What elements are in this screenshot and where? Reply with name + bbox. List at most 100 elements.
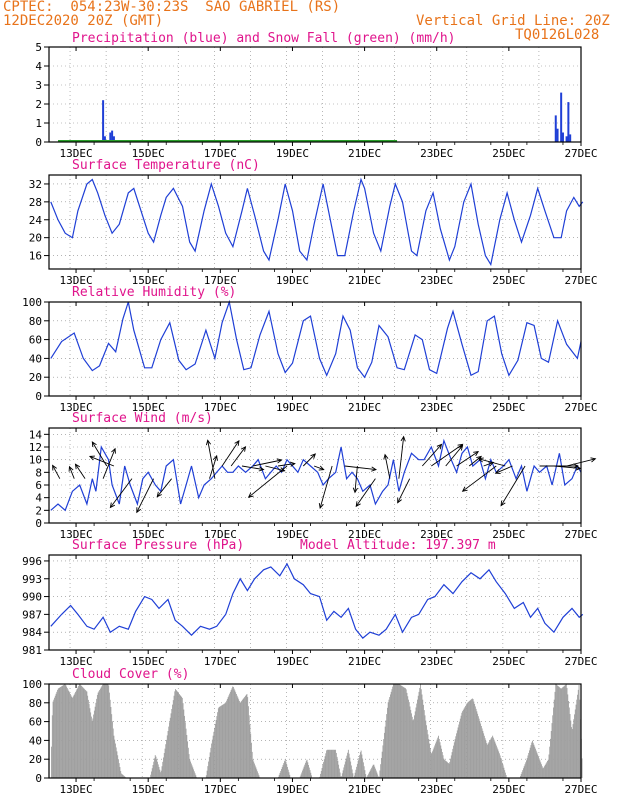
y-tick-label: 4 xyxy=(35,60,42,73)
wind-vector xyxy=(431,444,463,467)
y-tick-label: 990 xyxy=(22,591,42,604)
wind-vector xyxy=(495,465,513,474)
wind-arrowhead xyxy=(318,502,324,509)
wind-vector xyxy=(478,458,506,467)
wind-arrowhead xyxy=(156,491,162,498)
wind-vector xyxy=(483,461,494,467)
panel-frame xyxy=(48,554,582,651)
y-tick-label: 0 xyxy=(35,136,42,149)
panel-title: Surface Temperature (nC) xyxy=(72,158,260,173)
y-tick-label: 0 xyxy=(35,772,42,785)
x-tick-label: 15DEC xyxy=(132,783,165,796)
y-tick-label: 987 xyxy=(22,608,42,621)
x-tick-label: 21DEC xyxy=(348,401,381,414)
wind-vector xyxy=(69,466,75,479)
wind-arrowhead xyxy=(91,441,97,448)
wind-arrowhead xyxy=(240,445,247,452)
wind-vector xyxy=(354,465,358,493)
wind-vector xyxy=(313,465,324,471)
wind-vector xyxy=(136,478,154,513)
wind-arrowhead xyxy=(205,439,212,446)
y-tick-label: 60 xyxy=(29,716,42,729)
y-tick-label: 28 xyxy=(29,196,42,209)
x-tick-label: 23DEC xyxy=(420,274,453,287)
x-tick-label: 17DEC xyxy=(204,274,237,287)
wind-arrowhead xyxy=(109,502,116,509)
y-tick-label: 40 xyxy=(29,734,42,747)
series-line xyxy=(50,299,582,379)
x-tick-label: 25DEC xyxy=(492,783,525,796)
wind-vector xyxy=(221,440,240,467)
panel-4: 981 984 987 990 993 996 13DEC 15DEC 17DEC 19DEC 21… xyxy=(22,538,597,668)
wind-vector xyxy=(355,478,376,507)
x-tick-label: 19DEC xyxy=(276,274,309,287)
x-tick-label: 19DEC xyxy=(276,528,309,541)
x-tick-label: 27DEC xyxy=(564,528,597,541)
panel-frame xyxy=(48,683,582,779)
y-tick-label: 10 xyxy=(29,454,42,467)
wind-vector xyxy=(319,465,333,509)
x-tick-label: 27DEC xyxy=(564,401,597,414)
y-tick-label: 40 xyxy=(29,352,42,365)
x-tick-label: 19DEC xyxy=(276,655,309,668)
x-tick-label: 23DEC xyxy=(420,783,453,796)
panel-5: 0 20 40 60 80 100 13DEC 15DEC 17DEC 19DEC 21DEC 23D… xyxy=(22,667,597,796)
panel-frame xyxy=(48,46,582,143)
wind-arrowhead xyxy=(212,454,218,461)
wind-arrowhead xyxy=(234,439,240,446)
wind-vector xyxy=(248,465,288,498)
wind-arrowhead xyxy=(68,465,74,472)
wind-vector xyxy=(241,465,264,471)
wind-vector xyxy=(89,455,115,467)
series-line xyxy=(50,177,584,267)
x-tick-label: 23DEC xyxy=(420,655,453,668)
wind-arrowhead xyxy=(575,465,582,471)
wind-vector xyxy=(445,445,463,467)
y-tick-label: 996 xyxy=(22,555,42,568)
x-tick-label: 27DEC xyxy=(564,274,597,287)
wind-arrowhead xyxy=(74,463,81,470)
x-tick-label: 13DEC xyxy=(59,401,92,414)
wind-vector xyxy=(421,444,442,467)
series-line xyxy=(50,562,584,639)
y-tick-label: 8 xyxy=(35,466,42,479)
wind-arrowhead xyxy=(397,497,402,504)
wind-arrowhead xyxy=(318,465,325,471)
x-tick-label: 19DEC xyxy=(276,401,309,414)
wind-arrowhead xyxy=(247,492,254,498)
y-tick-label: 0 xyxy=(35,390,42,403)
x-tick-label: 25DEC xyxy=(492,401,525,414)
wind-arrowhead xyxy=(289,461,296,467)
y-tick-label: 100 xyxy=(22,678,42,691)
wind-vector xyxy=(302,453,316,467)
y-tick-label: 80 xyxy=(29,315,42,328)
panel-frame xyxy=(48,301,582,397)
x-tick-label: 21DEC xyxy=(348,147,381,160)
wind-arrowhead xyxy=(400,435,406,442)
x-tick-label: 15DEC xyxy=(132,147,165,160)
wind-vector xyxy=(252,459,282,467)
x-tick-label: 13DEC xyxy=(59,147,92,160)
wind-vector xyxy=(462,465,497,492)
header-datetime: 12DEC2020 20Z (GMT) xyxy=(3,13,164,29)
wind-vector xyxy=(75,464,86,479)
y-tick-label: 6 xyxy=(35,479,42,492)
wind-vector xyxy=(277,463,295,467)
x-tick-label: 25DEC xyxy=(492,655,525,668)
x-tick-label: 15DEC xyxy=(132,274,165,287)
wind-arrowhead xyxy=(383,453,389,460)
wind-arrowhead xyxy=(461,486,468,492)
x-tick-label: 13DEC xyxy=(59,783,92,796)
wind-arrowhead xyxy=(494,469,501,474)
x-tick-label: 21DEC xyxy=(348,528,381,541)
x-tick-label: 17DEC xyxy=(204,401,237,414)
panel-frame xyxy=(48,174,582,270)
y-tick-label: 100 xyxy=(22,296,42,309)
y-tick-label: 24 xyxy=(29,214,43,227)
x-tick-label: 23DEC xyxy=(420,528,453,541)
panel-0: 0 1 2 3 4 5 13DEC 15DEC 17DEC 19DEC 21DEC 23DEC 25DE… xyxy=(35,31,597,160)
header-grid-note: Vertical Grid Line: 20Z xyxy=(416,13,610,29)
wind-arrowhead xyxy=(352,487,358,494)
